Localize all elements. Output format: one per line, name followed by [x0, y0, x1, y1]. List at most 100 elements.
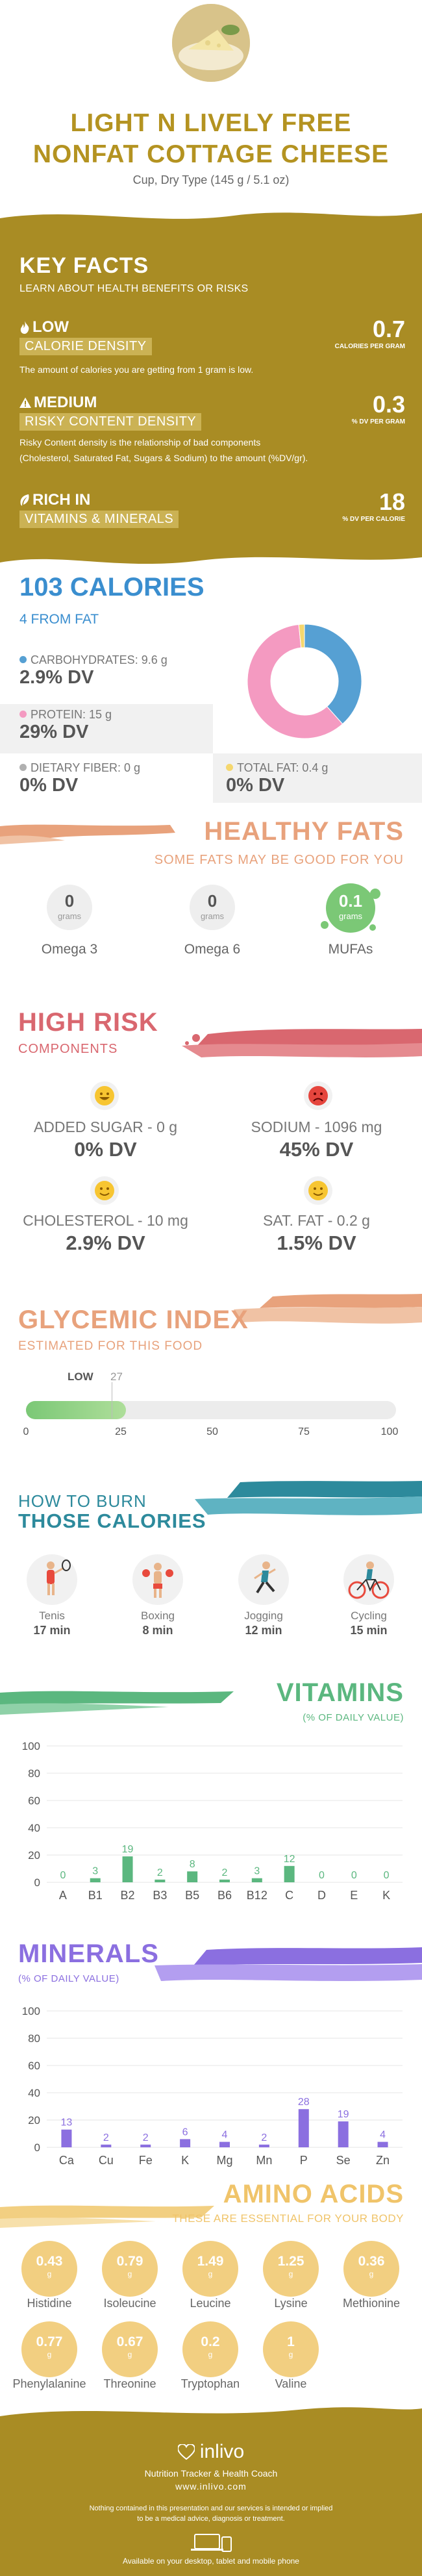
amino-name: Phenylalanine — [12, 2377, 86, 2390]
bar-P — [298, 2109, 309, 2147]
carbs-info: CARBOHYDRATES: 9.6 g 2.9% DV — [19, 653, 168, 688]
x-tick-label: K — [181, 2154, 189, 2167]
amino-brush-stroke — [0, 2205, 214, 2228]
x-tick-label: P — [300, 2154, 308, 2167]
minerals-title: MINERALS — [18, 1939, 159, 1968]
bar-value-label: 6 — [182, 2127, 188, 2138]
calories-subtitle: 4 FROM FAT — [19, 612, 99, 627]
bar-Cu — [101, 2144, 112, 2147]
bar-Mg — [219, 2141, 230, 2147]
bar-K — [180, 2139, 191, 2147]
glycemic-tick: 25 — [115, 1426, 127, 1437]
bar-B3 — [155, 1879, 166, 1882]
y-tick-label: 20 — [28, 2114, 40, 2127]
burn-title-1: HOW TO BURN — [18, 1491, 147, 1511]
y-tick-label: 0 — [34, 2141, 40, 2154]
bar-value-label: 2 — [157, 1867, 163, 1878]
amino-circle: 1.25 g — [263, 2241, 319, 2297]
burn-activity-time: 8 min — [142, 1624, 173, 1637]
fact-unit: % DV PER GRAM — [351, 418, 405, 425]
bar-value-label: 8 — [190, 1859, 195, 1870]
heart-icon — [177, 2444, 195, 2460]
amino-unit: g — [208, 2350, 213, 2359]
burn-activity-name: Cycling — [351, 1610, 387, 1622]
burn-title-2: THOSE CALORIES — [18, 1509, 206, 1532]
bar-value-label: 4 — [380, 2130, 386, 2141]
risk-dv: 2.9% DV — [66, 1231, 145, 1254]
food-image — [172, 4, 250, 82]
y-tick-label: 20 — [28, 1849, 40, 1862]
fact-tag: LOW — [32, 318, 69, 336]
macro-donut-chart — [247, 624, 362, 739]
footer-url[interactable]: www.inlivo.com — [175, 2481, 247, 2492]
risk-label: ADDED SUGAR - 0 g — [33, 1118, 178, 1135]
protein-row-bg — [0, 704, 213, 753]
x-tick-label: B1 — [88, 1889, 103, 1902]
y-tick-label: 60 — [28, 1795, 40, 1807]
y-tick-label: 80 — [28, 2032, 40, 2045]
bar-value-label: 0 — [384, 1870, 390, 1881]
leaf-icon — [19, 494, 30, 506]
minerals-brush-stroke — [155, 1947, 422, 1981]
fact-label: CALORIE DENSITY — [19, 338, 152, 355]
burn-activity-name: Tenis — [39, 1610, 65, 1622]
amino-circle: 0.36 g — [343, 2241, 399, 2297]
cycling-icon — [343, 1554, 395, 1606]
amino-name: Histidine — [27, 2297, 72, 2310]
serving-size: Cup, Dry Type (145 g / 5.1 oz) — [132, 173, 290, 186]
glycemic-tick: 100 — [380, 1426, 399, 1437]
flame-icon — [19, 321, 30, 334]
burn-activity-time: 15 min — [350, 1624, 388, 1637]
amino-unit: g — [369, 2269, 374, 2279]
amino-unit: g — [288, 2350, 293, 2359]
glycemic-tick: 75 — [298, 1426, 310, 1437]
fat-unit: grams — [200, 911, 225, 921]
amino-value: 1.25 — [277, 2254, 304, 2269]
fact-calorie-density: LOW CALORIE DENSITY The amount of calori… — [19, 318, 253, 377]
fats-title: HEALTHY FATS — [204, 817, 404, 846]
y-tick-label: 100 — [22, 2005, 40, 2017]
fiber-dot — [19, 764, 27, 771]
protein-info: PROTEIN: 15 g 29% DV — [19, 708, 112, 743]
risk-subtitle: COMPONENTS — [18, 1042, 118, 1056]
burn-brush-stroke — [195, 1481, 422, 1515]
footer: inlivo Nutrition Tracker & Health Coach … — [0, 2403, 422, 2576]
smile-icon — [90, 1081, 119, 1111]
amino-unit: g — [47, 2350, 52, 2359]
carbs-label: CARBOHYDRATES: 9.6 g — [31, 653, 168, 666]
protein-dot — [19, 711, 27, 718]
y-tick-label: 40 — [28, 2087, 40, 2099]
amino-unit: g — [288, 2269, 293, 2279]
devices-icon — [188, 2533, 234, 2553]
fat-dot — [226, 764, 233, 771]
risk-dv: 0% DV — [74, 1138, 137, 1161]
amino-title: AMINO ACIDS — [223, 2180, 404, 2208]
minerals-bar-chart: 0 20 40 60 80 100 13 Ca 2 Cu 2 Fe 6 K 4 Mg 2 Mn 28 P 19 Se 4 Zn — [22, 2005, 403, 2167]
footer-brand: inlivo — [0, 2441, 422, 2463]
amino-grid: 0.43 g Histidine 0.79 g Isoleucine 1.49 g L… — [0, 2241, 422, 2345]
x-tick-label: Cu — [99, 2154, 114, 2167]
y-tick-label: 80 — [28, 1767, 40, 1780]
amino-value: 1 — [287, 2334, 295, 2349]
x-tick-label: A — [59, 1889, 67, 1902]
carbs-dot — [19, 656, 27, 663]
bar-C — [284, 1865, 295, 1882]
bar-B12 — [251, 1878, 262, 1882]
fiber-label: DIETARY FIBER: 0 g — [31, 761, 141, 774]
amino-unit: g — [127, 2269, 132, 2279]
key-facts-section: KEY FACTS LEARN ABOUT HEALTH BENEFITS OR… — [0, 207, 422, 565]
x-tick-label: C — [285, 1889, 293, 1902]
smile-icon — [303, 1176, 333, 1206]
fat-dv: 0% DV — [226, 775, 285, 796]
key-facts-subtitle: LEARN ABOUT HEALTH BENEFITS OR RISKS — [19, 283, 249, 294]
glycemic-value-label: 27 — [110, 1370, 123, 1383]
fact-value: 0.7 — [372, 316, 405, 342]
y-tick-label: 0 — [34, 1876, 40, 1889]
fat-name: MUFAs — [328, 942, 373, 957]
fat-circle-mufa: 0.1 grams — [328, 891, 373, 921]
amino-grid-row-2: 0.77 g Phenylalanine 0.67 g Threonine 0.2 g… — [0, 2321, 422, 2406]
burn-activity-time: 12 min — [245, 1624, 282, 1637]
amino-name: Leucine — [190, 2297, 231, 2310]
amino-value: 1.49 — [197, 2254, 224, 2269]
bar-B6 — [219, 1879, 230, 1882]
